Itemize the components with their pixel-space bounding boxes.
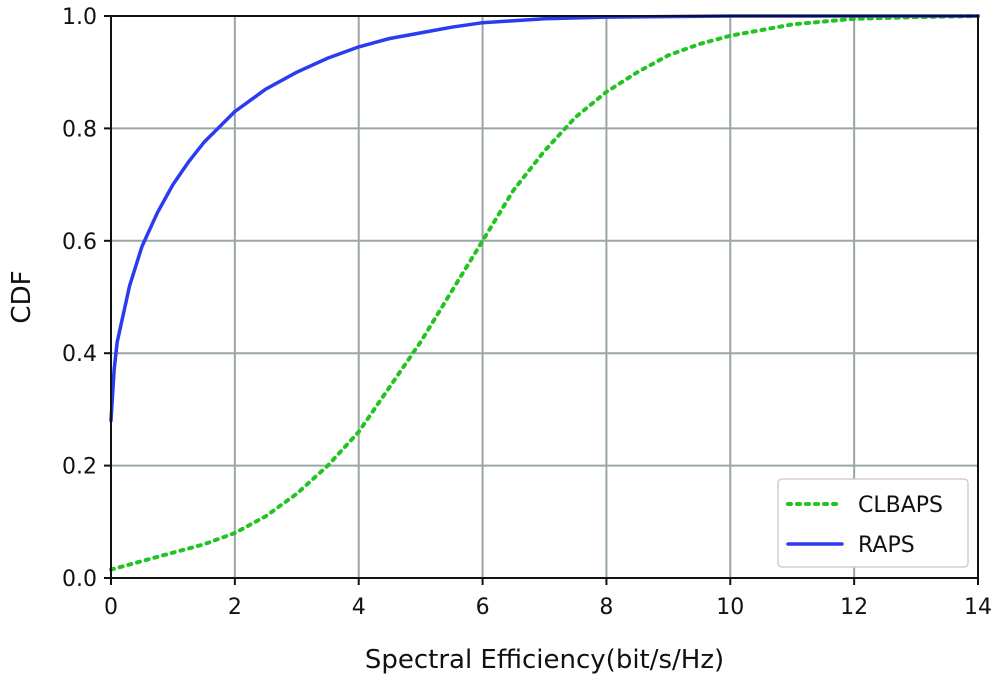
x-tick-label: 4: [352, 595, 366, 620]
x-tick-label: 6: [476, 595, 490, 620]
x-tick-label: 0: [104, 595, 118, 620]
legend: CLBAPS RAPS: [777, 478, 969, 568]
y-tick-label: 1.0: [62, 5, 97, 30]
y-tick-label: 0.4: [62, 342, 97, 367]
y-tick-label: 0.0: [62, 567, 97, 592]
legend-label-clbaps: CLBAPS: [858, 493, 943, 518]
y-tick-label: 0.8: [62, 117, 97, 142]
plot-frame: [110, 15, 979, 579]
x-axis-label: Spectral Efficiency(bit/s/Hz): [365, 645, 724, 675]
y-tick-label: 0.2: [62, 455, 97, 480]
y-axis-label: CDF: [7, 270, 37, 323]
series-layer: [109, 14, 980, 572]
x-tick-label: 12: [840, 595, 868, 620]
series-line-clbaps: [109, 14, 980, 572]
x-tick-label: 8: [599, 595, 613, 620]
y-tick-label: 0.6: [62, 230, 97, 255]
tick-layer: 0 2 4 6 8 10 12 14 0.0 0.2 0.4 0.6 0.8 1.0: [62, 5, 992, 620]
series-line-raps: [109, 14, 980, 423]
legend-label-raps: RAPS: [858, 533, 915, 558]
x-tick-label: 2: [228, 595, 242, 620]
x-tick-label: 14: [964, 595, 992, 620]
x-tick-label: 10: [716, 595, 744, 620]
